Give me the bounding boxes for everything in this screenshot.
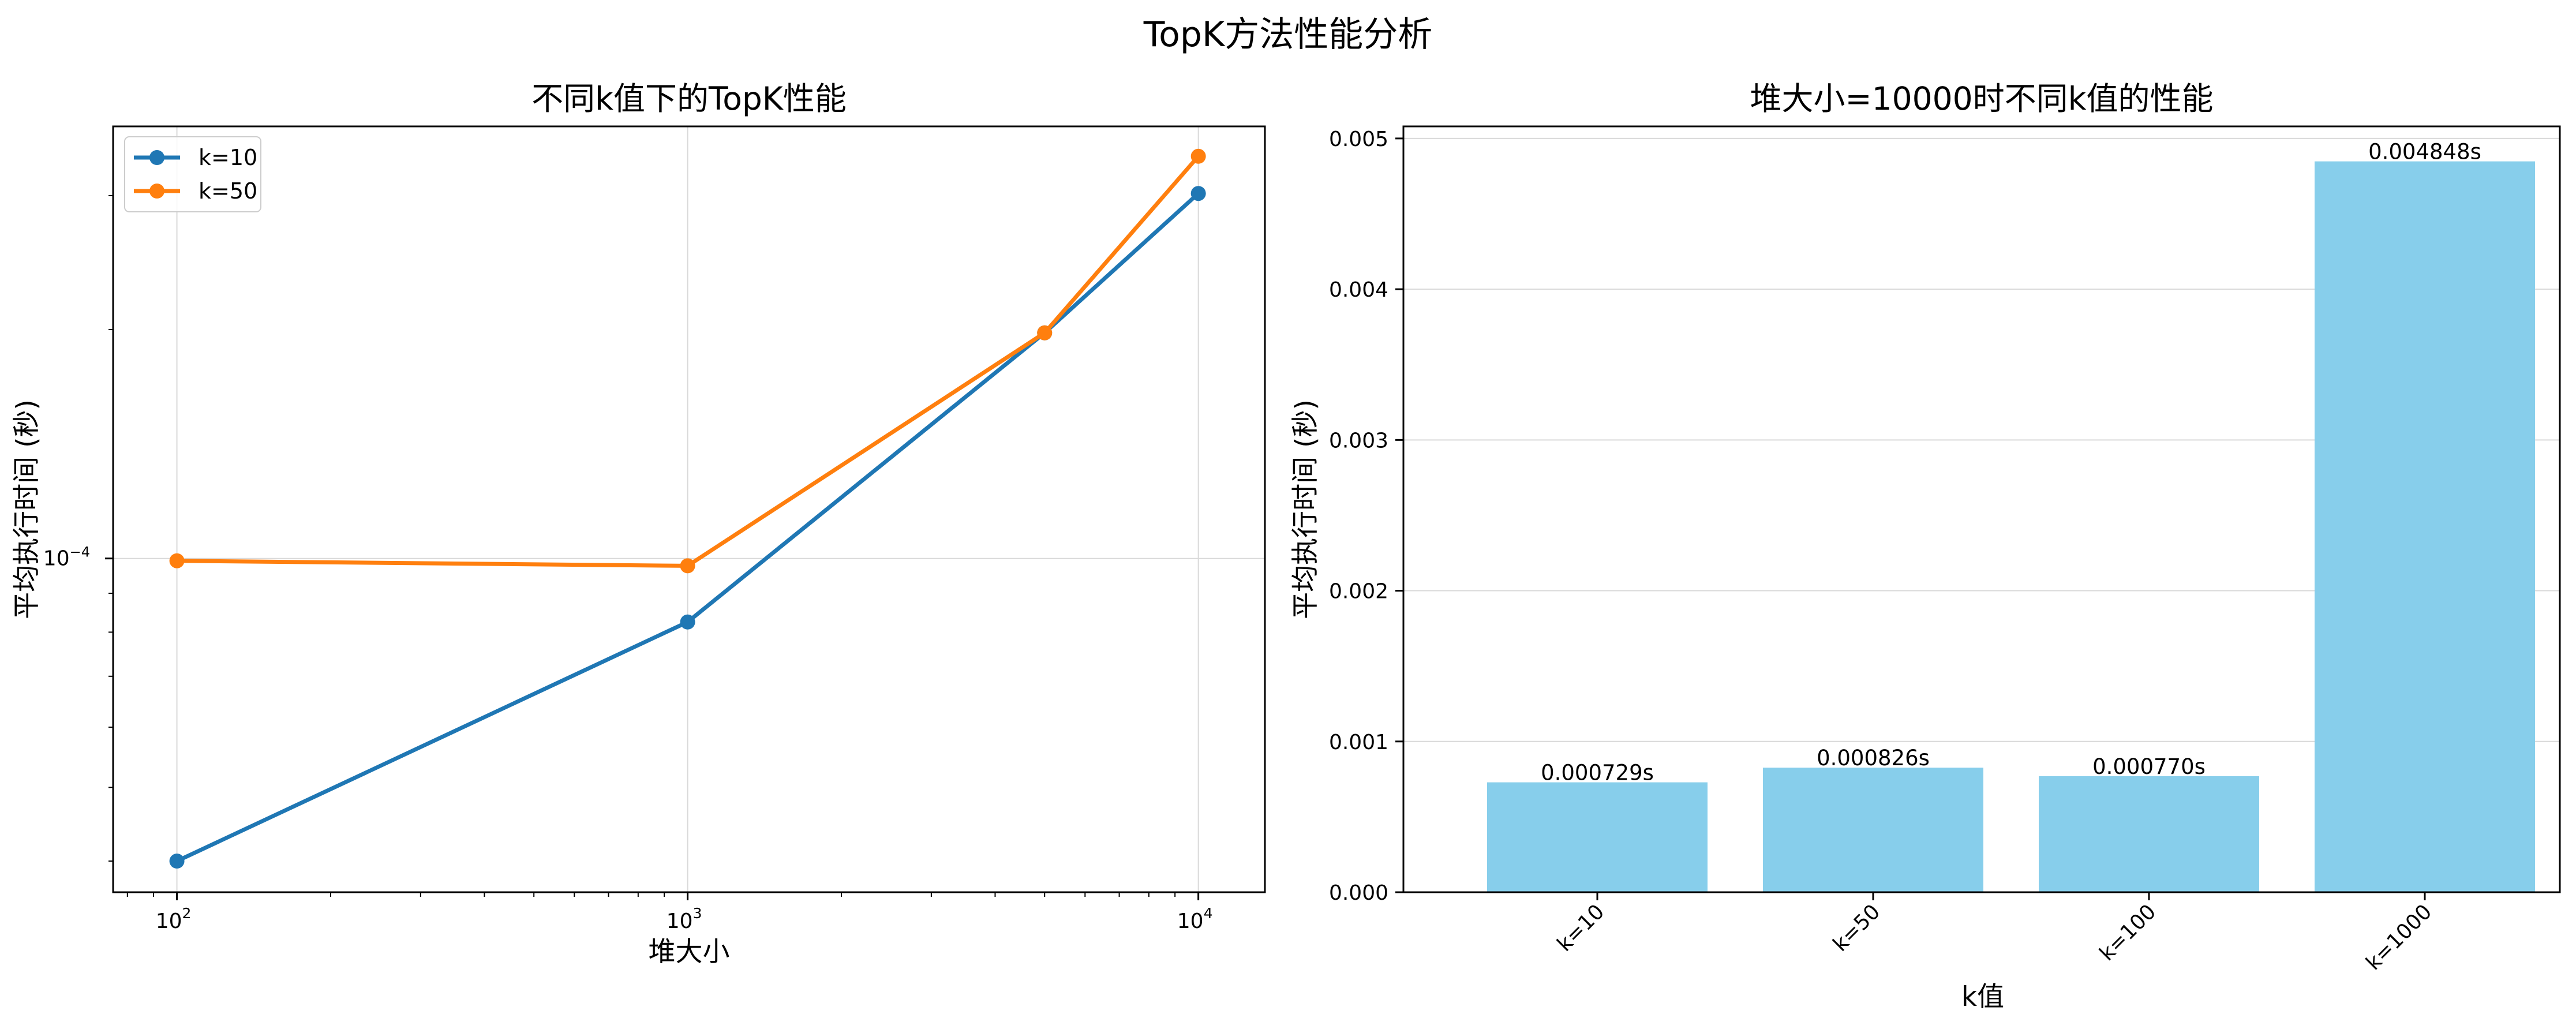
series-line-k=10 xyxy=(176,192,1200,863)
line-chart: 102 103 104 10−4 不同k值下的TopK性能 堆大小 平均执行时间 (秒… xyxy=(11,80,1266,968)
y-tick-label: 0.004 xyxy=(1329,278,1388,302)
line-chart-legend: k=10 k=50 xyxy=(124,136,261,212)
y-tick-label: 0.000 xyxy=(1329,881,1388,905)
legend-swatch-marker xyxy=(149,184,164,199)
line-chart-x-axis-label: 堆大小 xyxy=(649,936,730,968)
line-chart-series xyxy=(169,148,1206,869)
bar-k=100 xyxy=(2039,776,2259,892)
x-tick-label: 103 xyxy=(667,905,702,933)
data-point-k=50 xyxy=(680,558,695,574)
figure-title: TopK方法性能分析 xyxy=(1143,14,1433,55)
bar-value-label: 0.000826s xyxy=(1817,746,1930,770)
bar-chart-bars: 0.000729s 0.000826s 0.000770s 0.004848s xyxy=(1487,140,2535,892)
x-tick-label: k=10 xyxy=(1553,900,1609,956)
x-tick-label: k=100 xyxy=(2095,900,2161,966)
data-point-k=50 xyxy=(1037,325,1053,340)
bar-value-label: 0.000770s xyxy=(2092,754,2206,779)
bar-chart-title: 堆大小=10000时不同k值的性能 xyxy=(1750,80,2214,117)
bar-chart-y-axis-label: 平均执行时间 (秒) xyxy=(1290,399,1321,619)
line-chart-title: 不同k值下的TopK性能 xyxy=(531,80,847,117)
data-point-k=10 xyxy=(169,854,185,869)
data-point-k=50 xyxy=(1190,148,1206,164)
legend-swatch-marker xyxy=(149,150,164,165)
y-tick-label: 0.005 xyxy=(1329,128,1388,151)
y-tick-label-exponent: −4 xyxy=(70,544,90,560)
bar-k=1000 xyxy=(2315,161,2535,892)
series-line-k=50 xyxy=(177,155,1200,568)
line-chart-frame xyxy=(112,125,1266,893)
x-tick-label: k=1000 xyxy=(2362,900,2437,975)
x-tick-label: k=50 xyxy=(1829,900,1885,956)
line-chart-y-axis-label: 平均执行时间 (秒) xyxy=(11,399,43,619)
x-tick-label: 102 xyxy=(156,905,192,933)
bar-chart-frame xyxy=(1402,125,2561,893)
bar-k=10 xyxy=(1487,782,1708,892)
bar-chart-x-axis-label: k值 xyxy=(1961,981,2004,1013)
bar-chart: 0.000729s 0.000826s 0.000770s 0.004848s 0.0… xyxy=(1290,80,2561,1013)
x-tick-label-exponent: 2 xyxy=(182,905,192,922)
legend-entry-label: k=50 xyxy=(199,178,257,204)
bar-k=50 xyxy=(1763,768,1983,892)
x-tick-label-exponent: 3 xyxy=(693,905,702,922)
bar-value-label: 0.000729s xyxy=(1541,761,1654,785)
y-tick-label: 0.003 xyxy=(1329,429,1388,452)
legend-entry-label: k=10 xyxy=(199,145,257,170)
x-tick-label-exponent: 4 xyxy=(1204,905,1213,922)
data-point-k=10 xyxy=(680,614,695,630)
y-tick-label: 0.001 xyxy=(1329,731,1388,754)
bar-value-label: 0.004848s xyxy=(2368,140,2481,164)
data-point-k=10 xyxy=(1190,186,1206,201)
line-chart-grid xyxy=(113,126,1265,892)
y-tick-label: 10−4 xyxy=(43,544,90,571)
data-point-k=50 xyxy=(169,553,185,568)
x-tick-label: 104 xyxy=(1177,905,1213,933)
y-tick-label: 0.002 xyxy=(1329,580,1388,604)
